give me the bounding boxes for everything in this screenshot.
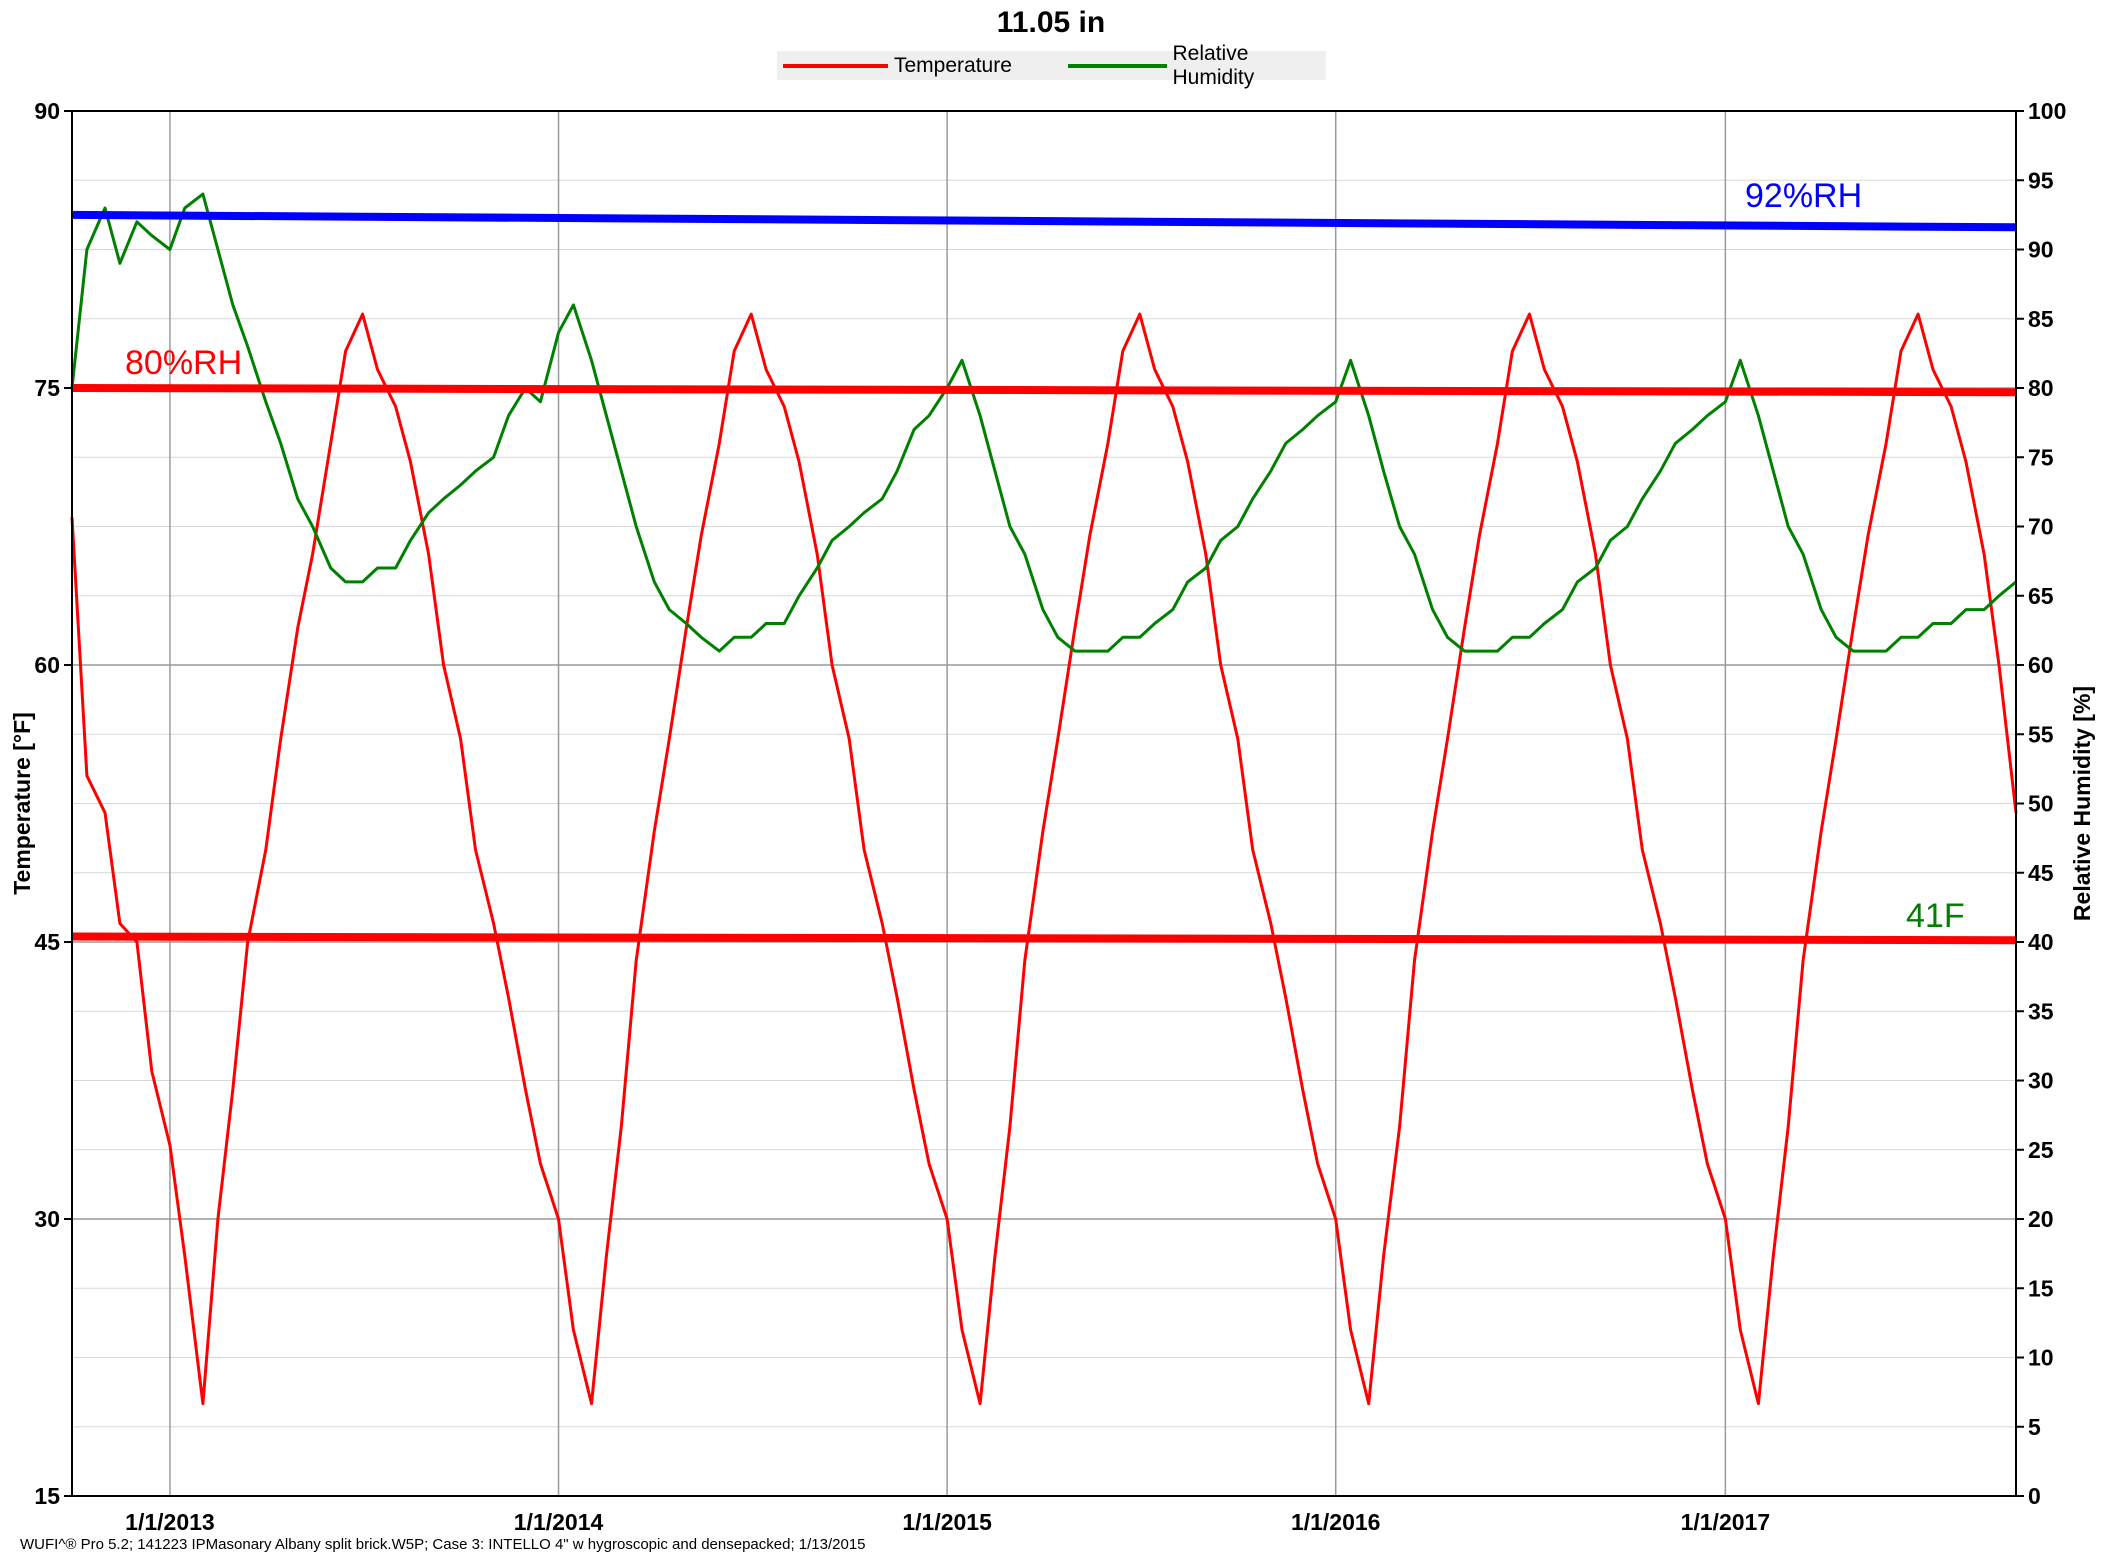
legend-swatch-relative-humidity (1067, 63, 1167, 68)
left-tick-label: 90 (34, 98, 60, 124)
right-tick-label: 30 (2028, 1068, 2054, 1094)
right-tick-label: 60 (2028, 652, 2054, 678)
annotation-label: 80%RH (125, 344, 242, 382)
right-tick-label: 5 (2028, 1414, 2041, 1440)
x-tick-label: 1/1/2016 (1291, 1509, 1381, 1535)
annotation-label: 92%RH (1745, 177, 1862, 215)
right-tick-label: 10 (2028, 1345, 2054, 1371)
right-axis-title: Relative Humidity [%] (2069, 686, 2095, 921)
legend: Temperature Relative Humidity (777, 42, 1326, 89)
right-tick-label: 45 (2028, 860, 2054, 886)
series-line-relative-humidity (70, 192, 2017, 653)
series-line-92-rh (71, 210, 2017, 232)
annotation-label: 41F (1906, 897, 1965, 935)
legend-swatch-temperature (783, 63, 888, 68)
x-tick-label: 1/1/2015 (902, 1509, 992, 1535)
series-line-41f (71, 932, 2017, 945)
right-tick-label: 0 (2028, 1483, 2041, 1509)
right-tick-label: 15 (2028, 1275, 2054, 1301)
left-tick-label: 30 (34, 1206, 60, 1232)
right-tick-label: 80 (2028, 375, 2054, 401)
left-tick-label: 60 (34, 652, 60, 678)
footer-note: WUFI^® Pro 5.2; 141223 IPMasonary Albany… (20, 1536, 866, 1553)
right-tick-label: 95 (2028, 167, 2054, 193)
left-tick-label: 15 (34, 1483, 60, 1509)
right-tick-label: 75 (2028, 444, 2054, 470)
right-tick-label: 100 (2028, 98, 2066, 124)
legend-label-temperature: Temperature (894, 53, 1012, 77)
right-tick-label: 35 (2028, 998, 2054, 1024)
series-line-temperature (70, 312, 2018, 1406)
left-tick-label: 45 (34, 929, 60, 955)
right-tick-label: 50 (2028, 791, 2054, 817)
right-tick-label: 40 (2028, 929, 2054, 955)
right-tick-label: 70 (2028, 514, 2054, 540)
x-tick-label: 1/1/2014 (514, 1509, 604, 1535)
x-tick-label: 1/1/2017 (1681, 1509, 1771, 1535)
left-tick-label: 75 (34, 375, 60, 401)
x-tick-label: 1/1/2013 (125, 1509, 215, 1535)
series-line-80-rh (71, 384, 2017, 397)
right-tick-label: 65 (2028, 583, 2054, 609)
chart-title: 11.05 in (996, 6, 1106, 39)
left-axis-title: Temperature [°F] (9, 712, 35, 895)
right-tick-label: 25 (2028, 1137, 2054, 1163)
right-tick-label: 85 (2028, 306, 2054, 332)
legend-item-temperature: Temperature (777, 54, 1012, 78)
legend-label-relative-humidity: Relative Humidity (1172, 41, 1255, 89)
right-tick-label: 90 (2028, 237, 2054, 263)
right-tick-label: 55 (2028, 721, 2054, 747)
right-tick-label: 20 (2028, 1206, 2054, 1232)
legend-item-relative-humidity: Relative Humidity (1062, 42, 1326, 90)
